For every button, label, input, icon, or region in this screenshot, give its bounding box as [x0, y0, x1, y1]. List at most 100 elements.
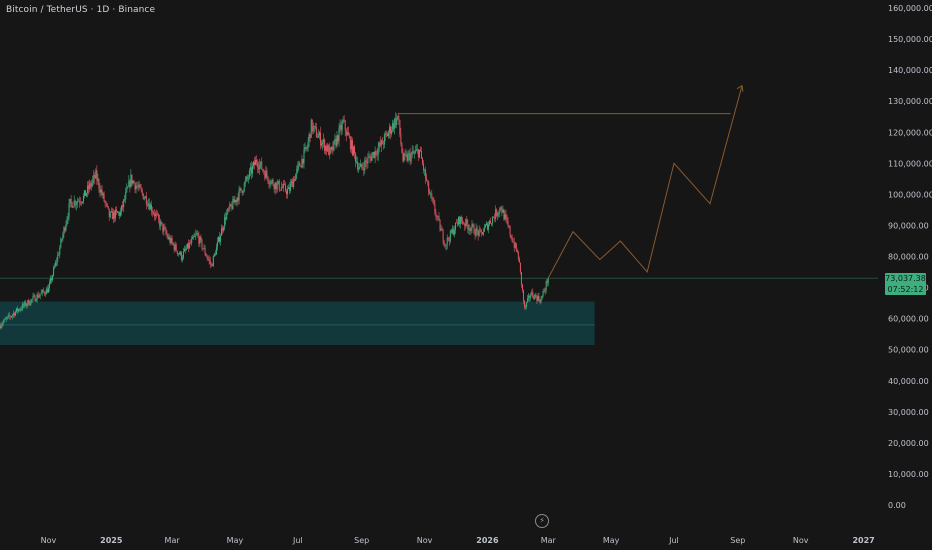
candle-body: [196, 233, 198, 235]
candle-body: [494, 217, 496, 219]
candle-body: [390, 126, 392, 134]
candle-body: [0, 324, 1, 328]
candle: [473, 223, 475, 235]
candle-body: [55, 261, 57, 267]
candle: [196, 230, 198, 236]
candle: [71, 201, 73, 209]
candle-body: [484, 225, 486, 228]
candle: [396, 113, 398, 129]
candle: [417, 148, 419, 161]
candle-body: [510, 235, 512, 239]
candle: [214, 250, 216, 257]
candle-body: [28, 300, 30, 306]
candle-body: [513, 242, 515, 248]
candle-body: [251, 165, 253, 174]
candle: [130, 169, 132, 189]
candle: [476, 225, 478, 235]
candle: [349, 135, 351, 153]
candle-body: [426, 178, 428, 181]
candle: [273, 183, 275, 193]
candle-body: [64, 227, 66, 231]
time-axis[interactable]: Nov 2025 Mar May Jul Sep Nov 2026 Mar May Jul Sep No…: [41, 536, 875, 545]
candle: [458, 216, 460, 227]
candle-body: [238, 189, 240, 201]
lightning-icon[interactable]: ⚡: [535, 514, 549, 528]
candle: [272, 177, 274, 187]
candle: [221, 224, 223, 237]
candle-body: [65, 224, 67, 231]
forecast-path: [547, 85, 743, 279]
candle-body: [233, 198, 235, 203]
time-tick-label: Nov: [793, 536, 809, 545]
candle: [520, 271, 522, 288]
candle-body: [452, 228, 454, 235]
candle: [524, 299, 526, 310]
candle: [545, 279, 547, 294]
candle: [298, 160, 300, 171]
candle: [1, 321, 3, 329]
candle: [385, 130, 387, 138]
candle-body: [283, 183, 285, 185]
candle-body: [465, 219, 467, 227]
candle-body: [11, 314, 13, 317]
candle-body: [518, 258, 520, 263]
candle: [7, 312, 9, 319]
candle: [332, 141, 334, 155]
candle: [351, 137, 353, 157]
candle-body: [67, 216, 69, 220]
candle: [525, 304, 527, 310]
candle: [397, 115, 399, 121]
candle: [268, 179, 270, 188]
candle-body: [260, 161, 262, 165]
candle: [47, 284, 49, 293]
price-tick-label: 60,000.00: [888, 315, 929, 324]
candle-body: [526, 302, 528, 307]
candle-body: [517, 252, 519, 259]
candle: [482, 228, 484, 237]
candle-body: [547, 278, 549, 284]
candle-body: [141, 189, 143, 194]
price-tick-label: 160,000.00: [888, 4, 932, 13]
candle: [25, 299, 27, 308]
candle: [411, 144, 413, 159]
candle-body: [305, 147, 307, 149]
candle: [259, 159, 261, 175]
candle-body: [268, 181, 270, 185]
candle: [316, 132, 318, 139]
candle-body: [318, 132, 320, 136]
candle: [203, 243, 205, 250]
candle-body: [454, 222, 456, 231]
candle: [359, 162, 361, 171]
candle-body: [409, 153, 411, 162]
candle: [2, 319, 4, 327]
candle: [291, 178, 293, 187]
candle-body: [306, 148, 308, 149]
candle-body: [8, 315, 10, 317]
candle: [313, 125, 315, 133]
candle-body: [162, 223, 164, 232]
candle: [136, 181, 138, 190]
candle: [426, 173, 428, 182]
candle: [146, 200, 148, 208]
candle: [174, 241, 176, 252]
candle-body: [328, 145, 330, 156]
candle: [310, 118, 312, 138]
candle-body: [207, 258, 209, 260]
candle: [353, 144, 355, 160]
candle: [207, 255, 209, 262]
candle: [222, 225, 224, 235]
candle: [547, 277, 549, 287]
candle-body: [93, 174, 95, 180]
candle: [435, 209, 437, 220]
candle-body: [82, 195, 84, 202]
candle: [464, 222, 466, 231]
price-axis[interactable]: 0.00 10,000.00 20,000.00 30,000.00 40,000.00…: [888, 4, 932, 510]
candle: [517, 250, 519, 262]
candle: [62, 231, 64, 242]
candle: [315, 122, 317, 138]
candle: [414, 145, 416, 155]
candle: [4, 316, 6, 320]
candle-body: [270, 181, 272, 184]
candle: [423, 160, 425, 174]
